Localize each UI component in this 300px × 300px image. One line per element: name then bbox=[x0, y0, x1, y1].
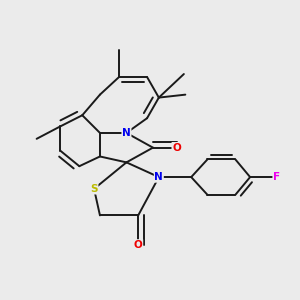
Text: N: N bbox=[154, 172, 163, 182]
Text: F: F bbox=[273, 172, 280, 182]
Text: O: O bbox=[172, 142, 181, 153]
Text: N: N bbox=[122, 128, 131, 138]
Text: S: S bbox=[90, 184, 98, 194]
Text: O: O bbox=[134, 240, 142, 250]
